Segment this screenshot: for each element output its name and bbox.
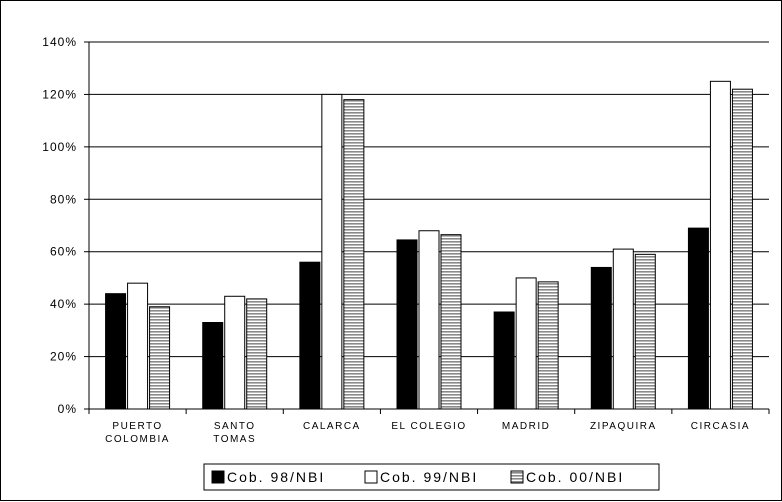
bar xyxy=(441,235,461,409)
bar xyxy=(225,296,245,409)
bar xyxy=(710,81,730,409)
bar xyxy=(613,249,633,409)
bar xyxy=(150,307,170,409)
legend-label: Cob. 99/NBI xyxy=(380,469,478,485)
y-tick-label: 80% xyxy=(50,192,77,206)
legend-label: Cob. 98/NBI xyxy=(227,469,325,485)
y-tick-label: 60% xyxy=(50,245,77,259)
x-axis-labels: PUERTO COLOMBIA SANTO TOMAS CALARCA EL COLEGI… xyxy=(89,409,769,445)
x-category-label: TOMAS xyxy=(213,434,256,445)
x-category-label: SANTO xyxy=(214,421,256,432)
y-tick-label: 140% xyxy=(42,35,77,49)
bar xyxy=(591,267,611,409)
x-category-label: ZIPAQUIRA xyxy=(590,421,657,432)
x-category-label: PUERTO xyxy=(112,421,162,432)
legend-label: Cob. 00/NBI xyxy=(526,469,624,485)
y-tick-label: 0% xyxy=(58,402,77,416)
x-category-label: MADRID xyxy=(502,421,550,432)
bar xyxy=(203,322,223,409)
legend-swatch xyxy=(212,471,224,483)
bar xyxy=(106,294,126,409)
bar xyxy=(322,94,342,409)
y-tick-label: 20% xyxy=(50,350,77,364)
bar xyxy=(635,254,655,409)
x-category-label: COLOMBIA xyxy=(105,434,170,445)
x-category-label: CALARCA xyxy=(303,421,361,432)
y-tick-label: 40% xyxy=(50,297,77,311)
bar xyxy=(538,282,558,409)
bar xyxy=(419,231,439,409)
legend: Cob. 98/NBI Cob. 99/NBI Cob. 00/NBI xyxy=(204,464,659,490)
bar xyxy=(128,283,148,409)
bars xyxy=(106,81,753,409)
bar xyxy=(300,262,320,409)
bar xyxy=(397,240,417,409)
x-category-label: CIRCASIA xyxy=(691,421,750,432)
legend-swatch xyxy=(365,471,377,483)
bar xyxy=(494,312,514,409)
y-tick-label: 100% xyxy=(42,140,77,154)
legend-swatch xyxy=(511,471,523,483)
bar xyxy=(688,228,708,409)
y-tick-label: 120% xyxy=(42,87,77,101)
bar xyxy=(247,299,267,409)
bar xyxy=(732,89,752,409)
bar xyxy=(516,278,536,409)
x-category-label: EL COLEGIO xyxy=(391,421,466,432)
bar xyxy=(344,100,364,409)
